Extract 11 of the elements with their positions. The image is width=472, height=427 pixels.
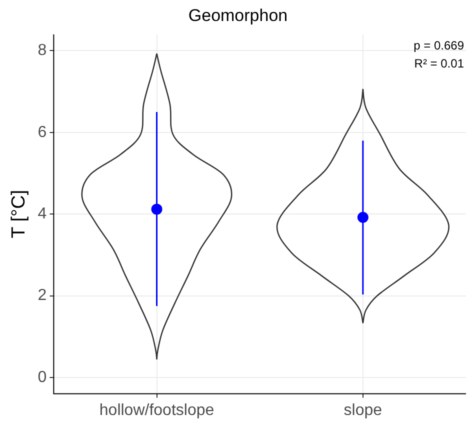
y-tick-label: 4 [38, 206, 47, 223]
y-tick-label: 2 [38, 287, 47, 304]
y-tick-label: 6 [38, 124, 47, 141]
y-tick-label: 0 [38, 368, 47, 386]
y-tick-label: 8 [38, 42, 47, 60]
x-tick-label: slope [344, 402, 382, 419]
y-axis-title: T [°C] [8, 190, 30, 238]
annotation: p = 0.669 [414, 38, 464, 53]
x-tick-label: hollow/footslope [99, 402, 214, 419]
annotation: R² = 0.01 [414, 56, 464, 71]
chart-title: Geomorphon [188, 6, 288, 25]
